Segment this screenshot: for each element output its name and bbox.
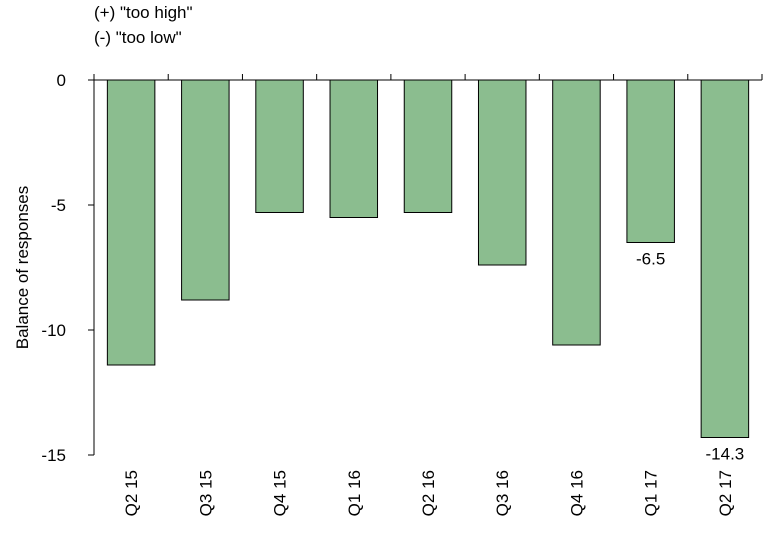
bar-q4-15 — [255, 79, 304, 213]
x-tick-label: Q1 17 — [642, 470, 661, 516]
bar-q3-15 — [181, 79, 230, 301]
y-tick-label: -10 — [41, 321, 66, 340]
x-tick-label: Q4 16 — [567, 470, 586, 516]
bar-q4-16 — [552, 79, 601, 346]
labels-group: 0 -5 -10 -15 Q2 15 Q3 15 Q4 15 Q1 16 Q2 16 Q3 16 Q… — [41, 71, 744, 516]
bar-q1-17 — [626, 79, 675, 243]
x-tick-label: Q3 15 — [196, 470, 215, 516]
bar-q2-16 — [403, 79, 453, 213]
x-tick-label: Q2 17 — [716, 470, 735, 516]
axes-group — [88, 74, 763, 456]
y-tick-label: -5 — [51, 196, 66, 215]
bar-q2-15 — [106, 79, 156, 366]
data-label: -6.5 — [636, 250, 665, 269]
x-tick-label: Q1 16 — [345, 470, 364, 516]
x-tick-label: Q2 15 — [122, 470, 141, 516]
bars-group — [106, 79, 750, 438]
x-tick-label: Q3 16 — [493, 470, 512, 516]
y-axis-title: Balance of responses — [13, 186, 32, 350]
legend-too-low: (-) "too low" — [94, 28, 182, 47]
data-label: -14.3 — [706, 445, 745, 464]
bar-q2-17 — [700, 79, 750, 438]
y-tick-label: -15 — [41, 446, 66, 465]
y-tick-label: 0 — [57, 71, 66, 90]
x-tick-label: Q2 16 — [419, 470, 438, 516]
legend-too-high: (+) "too high" — [94, 3, 193, 22]
x-tick-label: Q4 15 — [271, 470, 290, 516]
bar-q3-16 — [477, 79, 527, 266]
bar-q1-16 — [329, 79, 379, 218]
